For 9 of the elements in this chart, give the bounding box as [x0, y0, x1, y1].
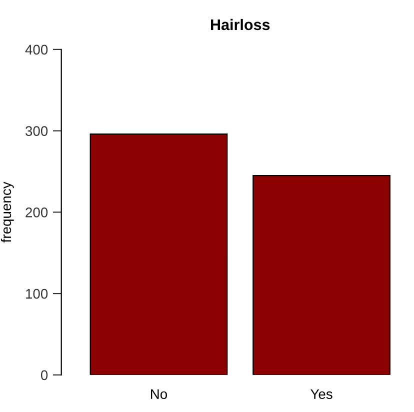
- y-axis-title: frequency: [0, 182, 14, 242]
- y-tick-label: 0: [40, 370, 48, 380]
- x-tick-label: No: [150, 389, 168, 400]
- y-tick-label: 300: [26, 126, 48, 136]
- y-tick-label: 100: [26, 288, 48, 299]
- x-tick-label: Yes: [310, 389, 332, 400]
- y-tick-label: 400: [25, 44, 48, 55]
- chart-title: Hairloss: [211, 18, 270, 30]
- y-tick-label: 200: [26, 208, 48, 218]
